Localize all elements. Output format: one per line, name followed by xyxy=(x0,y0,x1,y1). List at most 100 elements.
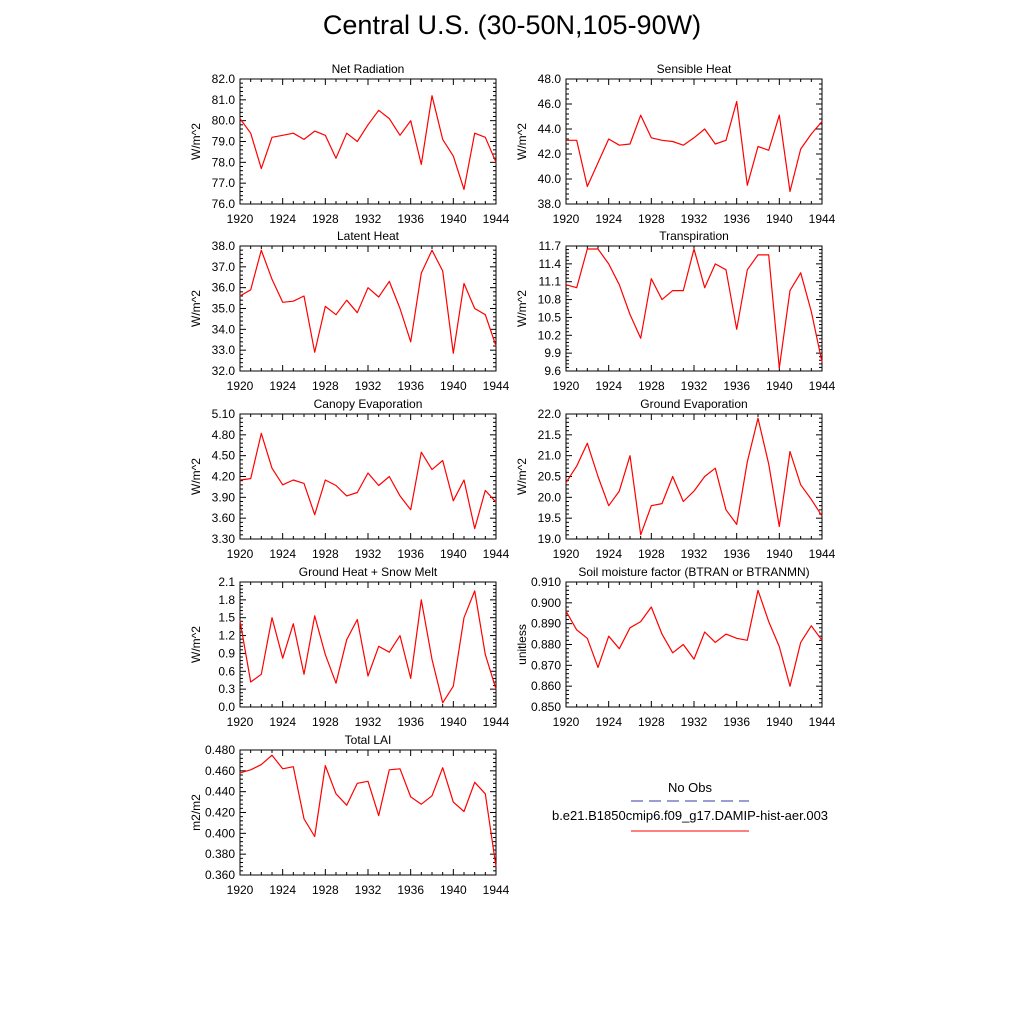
plot-frame xyxy=(239,413,497,540)
x-tick-label: 1928 xyxy=(638,379,665,393)
y-tick-label: 0.910 xyxy=(531,575,561,589)
panel-title: Ground Heat + Snow Melt xyxy=(299,565,438,579)
x-tick-label: 1920 xyxy=(553,212,580,226)
x-tick-label: 1936 xyxy=(397,379,424,393)
series-line xyxy=(239,249,497,354)
y-tick-label: 76.0 xyxy=(212,197,236,211)
x-tick-label: 1928 xyxy=(312,883,339,897)
x-tick-label: 1936 xyxy=(397,547,424,561)
chart-panel: Total LAI m2/m2 0.360 0.380 0.400 0.420 0.440 0… xyxy=(189,733,510,897)
x-tick-label: 1932 xyxy=(681,379,708,393)
y-tick-label: 32.0 xyxy=(212,364,236,378)
panel-title: Ground Evaporation xyxy=(640,397,747,411)
series-line xyxy=(239,95,497,190)
panel-title: Canopy Evaporation xyxy=(314,397,423,411)
y-tick-label: 20.5 xyxy=(538,470,562,484)
y-tick-label: 82.0 xyxy=(212,72,236,86)
chart-panel: Transpiration W/m^2 9.6 9.9 10.2 10.5 10.8 11.1… xyxy=(515,229,836,393)
y-tick-label: 19.5 xyxy=(538,511,562,525)
y-tick-label: 0.850 xyxy=(531,700,561,714)
x-tick-label: 1928 xyxy=(638,547,665,561)
x-tick-label: 1936 xyxy=(397,883,424,897)
x-tick-label: 1944 xyxy=(809,212,836,226)
x-tick-label: 1924 xyxy=(269,883,296,897)
x-tick-label: 1932 xyxy=(355,547,382,561)
x-tick-label: 1920 xyxy=(227,547,254,561)
x-tick-label: 1940 xyxy=(766,379,793,393)
y-tick-label: 0.3 xyxy=(218,682,235,696)
x-tick-label: 1940 xyxy=(766,715,793,729)
legend-obs-label: No Obs xyxy=(668,780,713,795)
x-tick-label: 1940 xyxy=(440,379,467,393)
page-title: Central U.S. (30-50N,105-90W) xyxy=(322,10,702,40)
y-axis-label: W/m^2 xyxy=(515,123,529,160)
y-tick-label: 80.0 xyxy=(212,114,236,128)
y-tick-label: 11.7 xyxy=(539,239,562,253)
legend-model-label: b.e21.B1850cmip6.f09_g17.DAMIP-hist-aer.… xyxy=(552,808,828,823)
x-tick-label: 1936 xyxy=(397,212,424,226)
chart-panel: Soil moisture factor (BTRAN or BTRANMN) u… xyxy=(515,565,836,729)
y-axis-label: W/m^2 xyxy=(189,458,203,495)
plot-frame xyxy=(239,245,497,372)
y-tick-label: 38.0 xyxy=(538,197,562,211)
x-tick-label: 1932 xyxy=(355,379,382,393)
panel-title: Sensible Heat xyxy=(657,62,732,76)
plot-frame xyxy=(239,78,497,205)
x-tick-label: 1936 xyxy=(723,547,750,561)
series-line xyxy=(565,417,823,536)
y-tick-label: 9.6 xyxy=(544,364,561,378)
series-line xyxy=(566,100,823,193)
panel-title: Transpiration xyxy=(659,229,729,243)
y-tick-label: 4.50 xyxy=(212,449,236,463)
y-tick-label: 48.0 xyxy=(538,72,562,86)
y-tick-label: 0.6 xyxy=(218,664,235,678)
x-tick-label: 1944 xyxy=(809,715,836,729)
x-tick-label: 1944 xyxy=(483,212,510,226)
y-tick-label: 0.440 xyxy=(205,785,235,799)
panel-title: Soil moisture factor (BTRAN or BTRANMN) xyxy=(578,565,809,579)
x-tick-label: 1924 xyxy=(269,715,296,729)
x-tick-label: 1932 xyxy=(355,883,382,897)
y-tick-label: 0.380 xyxy=(205,847,235,861)
x-tick-label: 1920 xyxy=(553,715,580,729)
legend: No Obs b.e21.B1850cmip6.f09_g17.DAMIP-hi… xyxy=(552,780,828,832)
y-tick-label: 11.1 xyxy=(539,275,562,289)
x-tick-label: 1928 xyxy=(312,379,339,393)
y-tick-label: 10.8 xyxy=(538,293,562,307)
y-tick-label: 34.0 xyxy=(212,322,236,336)
y-axis-label: W/m^2 xyxy=(189,123,203,160)
chart-panel: Ground Heat + Snow Melt W/m^2 0.0 0.3 0.6 0.9… xyxy=(189,565,510,729)
y-tick-label: 79.0 xyxy=(212,135,236,149)
x-tick-label: 1940 xyxy=(440,547,467,561)
plot-frame xyxy=(239,749,497,876)
y-tick-label: 0.400 xyxy=(205,826,235,840)
y-tick-label: 5.10 xyxy=(212,407,236,421)
y-tick-label: 0.460 xyxy=(205,764,235,778)
y-tick-label: 0.0 xyxy=(218,700,235,714)
y-tick-label: 20.0 xyxy=(538,490,562,504)
y-axis-label: W/m^2 xyxy=(189,626,203,663)
x-tick-label: 1936 xyxy=(723,379,750,393)
y-tick-label: 10.5 xyxy=(538,310,562,324)
y-tick-label: 0.900 xyxy=(531,596,561,610)
y-tick-label: 9.9 xyxy=(544,346,561,360)
chart-panel: Net Radiation W/m^2 76.0 77.0 78.0 79.0 80.0 81… xyxy=(189,62,510,226)
y-tick-label: 11.4 xyxy=(539,257,562,271)
chart-panel: Latent Heat W/m^2 32.0 33.0 34.0 35.0 36.0 37.0… xyxy=(189,229,510,393)
x-tick-label: 1920 xyxy=(227,379,254,393)
y-axis-label: W/m^2 xyxy=(515,458,529,495)
x-tick-label: 1936 xyxy=(397,715,424,729)
x-tick-label: 1932 xyxy=(355,212,382,226)
y-tick-label: 0.860 xyxy=(531,679,561,693)
y-tick-label: 40.0 xyxy=(538,172,562,186)
y-tick-label: 4.20 xyxy=(212,470,236,484)
y-tick-label: 0.480 xyxy=(205,743,235,757)
chart-panel: Sensible Heat W/m^2 38.0 40.0 42.0 44.0 46.0 48… xyxy=(515,62,836,226)
x-tick-label: 1944 xyxy=(483,715,510,729)
x-tick-label: 1928 xyxy=(312,547,339,561)
series-line xyxy=(239,754,497,867)
y-tick-label: 21.0 xyxy=(538,449,562,463)
y-tick-label: 22.0 xyxy=(538,407,562,421)
x-tick-label: 1944 xyxy=(483,547,510,561)
